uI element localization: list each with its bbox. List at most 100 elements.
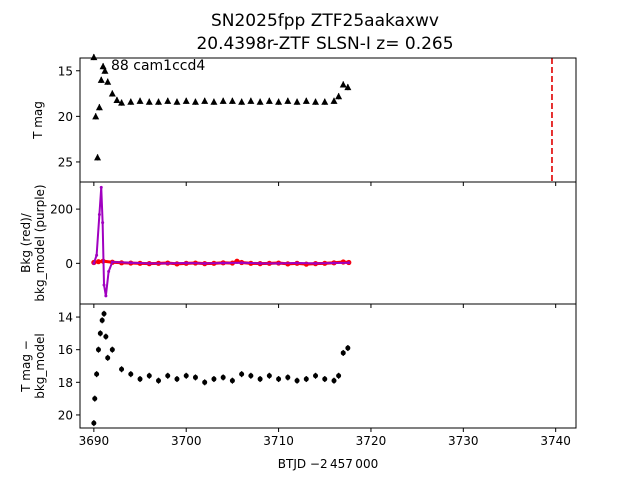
data-point <box>113 96 121 103</box>
data-point <box>313 373 319 379</box>
y-axis-label: T mag − <box>19 340 33 393</box>
series-line-purple <box>92 187 349 297</box>
data-point <box>256 98 264 105</box>
x-tick-label: 3730 <box>448 434 479 448</box>
panel-middle: 0 200 Bkg (red)/bkg_model (purple) <box>19 181 577 308</box>
data-point <box>128 371 134 377</box>
data-point <box>344 83 352 91</box>
data-point <box>201 97 209 104</box>
data-point <box>105 355 111 361</box>
data-point <box>210 98 218 105</box>
data-point <box>95 347 101 353</box>
data-point <box>275 98 283 105</box>
data-point <box>228 97 236 104</box>
panel-top: 15 20 25 T mag <box>31 53 577 186</box>
x-tick-label: 3700 <box>171 434 202 448</box>
data-point <box>321 98 329 105</box>
y-tick-label: 16 <box>58 343 73 357</box>
y-axis-label: bkg_model <box>33 333 47 399</box>
data-point <box>108 90 116 97</box>
data-point <box>92 261 96 265</box>
y-tick-label: 200 <box>50 203 73 217</box>
data-point <box>211 376 217 382</box>
data-point <box>202 379 208 385</box>
data-point <box>247 97 255 104</box>
data-point <box>221 261 225 265</box>
data-point <box>302 97 310 104</box>
data-point <box>97 213 101 217</box>
data-point <box>101 311 107 317</box>
data-point <box>166 261 170 265</box>
data-point <box>97 330 103 336</box>
data-point <box>110 260 114 264</box>
data-point <box>336 373 342 379</box>
data-point <box>173 98 181 105</box>
data-point <box>119 366 125 372</box>
data-point <box>345 345 351 351</box>
data-point <box>239 371 245 377</box>
data-point <box>219 97 227 104</box>
data-point <box>146 373 152 379</box>
data-point <box>238 98 246 105</box>
data-point <box>136 97 144 104</box>
data-point <box>104 294 108 298</box>
data-point <box>303 376 309 382</box>
data-point <box>118 99 126 106</box>
data-point <box>101 221 105 225</box>
data-point <box>101 67 109 74</box>
data-point <box>192 374 198 380</box>
y-axis-label: bkg_model (purple) <box>33 184 47 301</box>
data-point <box>109 347 115 353</box>
data-point <box>191 98 199 105</box>
data-point <box>277 261 281 265</box>
data-point <box>99 317 105 323</box>
data-point <box>330 97 338 104</box>
data-point <box>257 376 263 382</box>
data-point <box>182 97 190 104</box>
data-point <box>95 259 102 265</box>
data-point <box>91 420 97 426</box>
data-point <box>127 98 135 105</box>
x-tick-label: 3720 <box>356 434 387 448</box>
data-point <box>295 261 299 265</box>
data-point <box>95 103 103 111</box>
data-point <box>265 97 273 104</box>
title-line-2: 20.4398r-ZTF SLSN-I z= 0.265 <box>196 34 453 54</box>
panel-frame <box>79 303 577 429</box>
x-tick-label: 3740 <box>540 434 571 448</box>
panel-annotation: 88 cam1ccd4 <box>111 58 205 74</box>
data-point <box>332 261 336 265</box>
data-point <box>92 396 98 402</box>
data-point <box>312 98 320 105</box>
data-point <box>340 350 346 356</box>
data-point <box>339 80 347 88</box>
y-tick-label: 25 <box>58 155 73 169</box>
title-line-1: SN2025fpp ZTF25aakaxwv <box>211 11 439 31</box>
data-point <box>293 98 301 105</box>
data-point <box>104 78 112 85</box>
data-point <box>155 98 163 105</box>
y-tick-label: 15 <box>58 64 73 78</box>
data-point <box>94 153 102 161</box>
data-point <box>314 261 318 265</box>
x-tick-label: 3690 <box>79 434 110 448</box>
y-tick-label: 20 <box>58 408 73 422</box>
data-point <box>156 378 162 384</box>
data-point <box>285 374 291 380</box>
data-point <box>276 376 282 382</box>
data-point <box>103 334 109 340</box>
y-tick-label: 0 <box>65 257 73 271</box>
data-point <box>229 378 235 384</box>
data-point <box>147 261 151 265</box>
data-point <box>92 112 100 120</box>
data-point <box>174 376 180 382</box>
y-tick-label: 18 <box>58 376 73 390</box>
data-point <box>331 378 337 384</box>
data-point <box>137 376 143 382</box>
x-axis-label: BTJD −2 457 000 <box>278 457 378 471</box>
data-point <box>335 92 343 100</box>
data-point <box>184 261 188 265</box>
data-point <box>107 269 111 273</box>
